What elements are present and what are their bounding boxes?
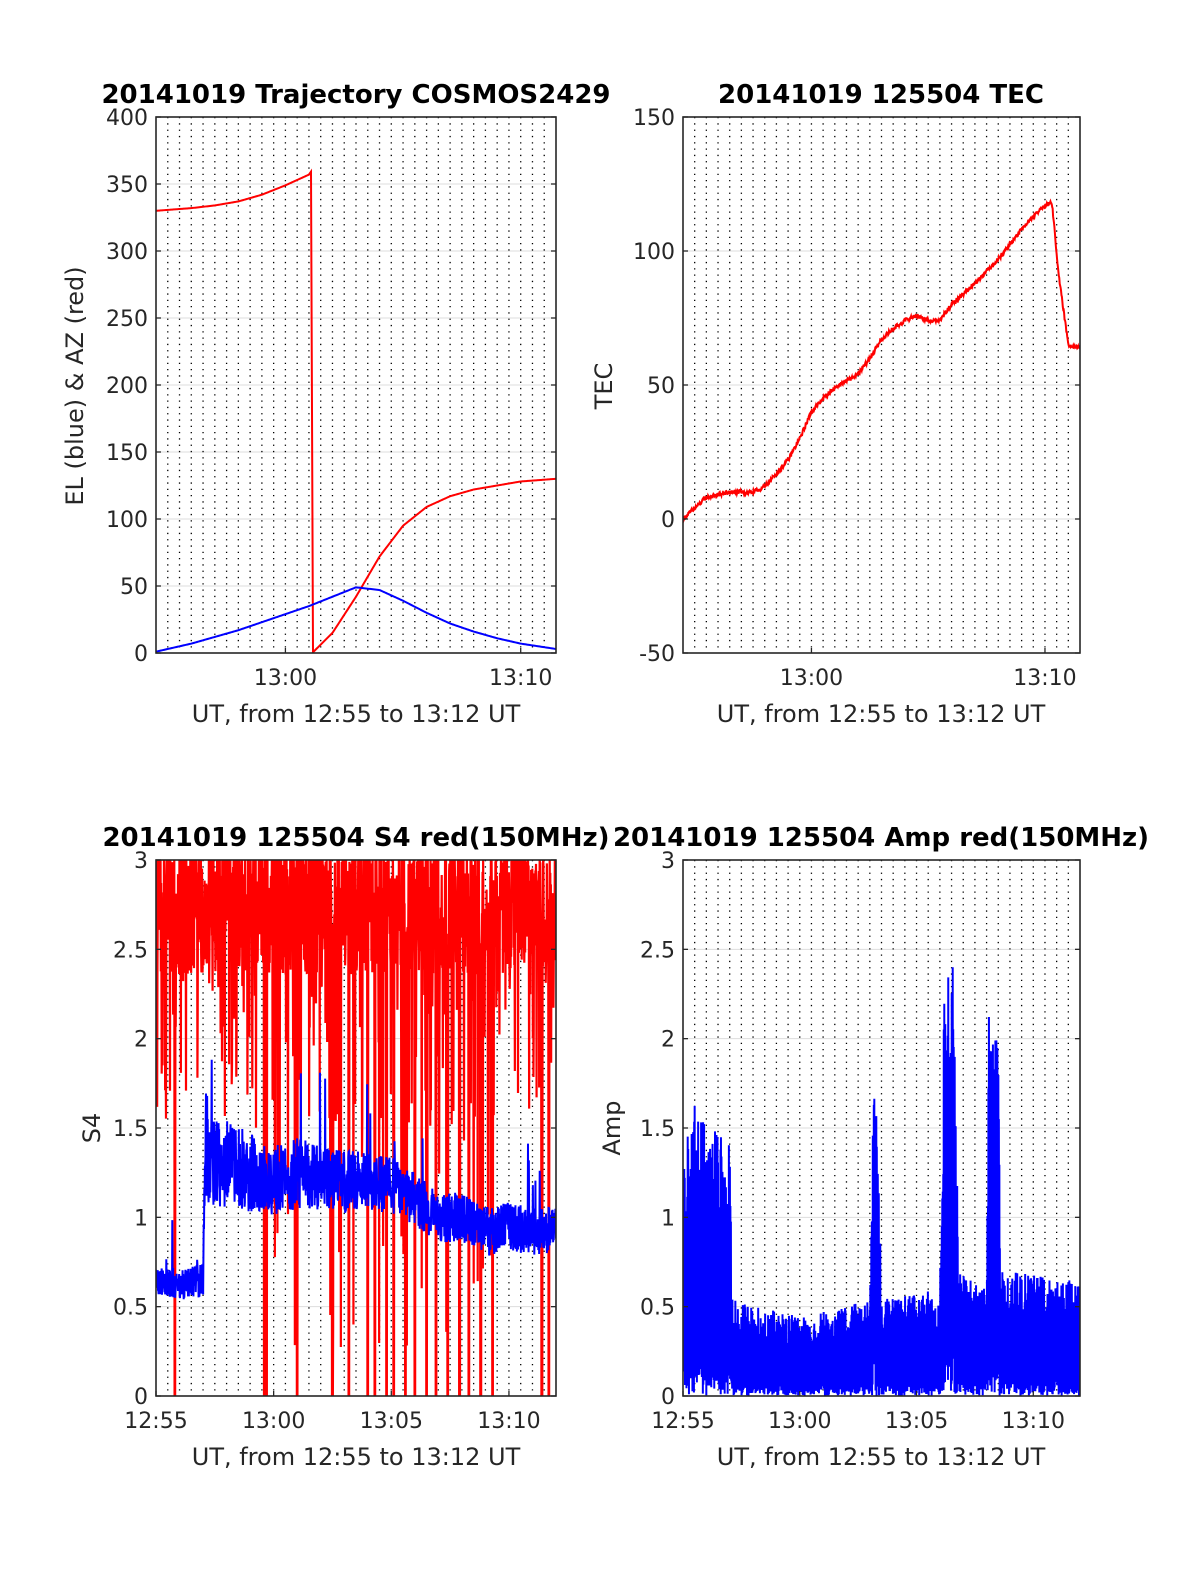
s4-title: 20141019 125504 S4 red(150MHz) <box>102 823 609 853</box>
y-tick-label: 1.5 <box>640 1117 675 1142</box>
tec-title: 20141019 125504 TEC <box>718 80 1044 110</box>
x-tick-label: 13:00 <box>768 1409 831 1434</box>
amp-panel: 20141019 125504 Amp red(150MHz) UT, from… <box>598 823 1149 1471</box>
tec-panel: 20141019 125504 TEC UT, from 12:55 to 13… <box>590 80 1081 728</box>
tec-x-label: UT, from 12:55 to 13:12 UT <box>717 700 1046 728</box>
y-tick-label: 50 <box>120 575 148 600</box>
y-tick-label: 150 <box>633 106 675 131</box>
y-tick-label: 2 <box>661 1028 675 1053</box>
y-tick-label: 3 <box>134 849 148 874</box>
series-group <box>156 168 556 653</box>
amp-y-label: Amp <box>598 1100 626 1155</box>
s4-panel: 20141019 125504 S4 red(150MHz) UT, from … <box>78 823 610 1471</box>
y-tick-label: 1.5 <box>113 1117 148 1142</box>
trajectory-panel: 20141019 Trajectory COSMOS2429 UT, from … <box>61 80 611 728</box>
x-tick-label: 13:10 <box>1013 666 1076 691</box>
y-tick-label: 1 <box>661 1206 675 1231</box>
y-tick-label: 250 <box>106 307 148 332</box>
y-tick-label: 50 <box>647 374 675 399</box>
y-tick-label: 2.5 <box>113 938 148 963</box>
amp-x-label: UT, from 12:55 to 13:12 UT <box>717 1443 1046 1471</box>
y-tick-label: 350 <box>106 173 148 198</box>
y-tick-label: 300 <box>106 240 148 265</box>
x-tick-label: 13:05 <box>885 1409 948 1434</box>
s4-y-label: S4 <box>78 1113 106 1144</box>
y-tick-label: 0.5 <box>640 1296 675 1321</box>
series-line-1 <box>156 1059 556 1300</box>
series-line-0 <box>156 168 556 653</box>
y-tick-label: 2.5 <box>640 938 675 963</box>
y-tick-label: 0.5 <box>113 1296 148 1321</box>
trajectory-title: 20141019 Trajectory COSMOS2429 <box>101 80 610 110</box>
y-tick-label: 100 <box>633 240 675 265</box>
x-tick-label: 12:55 <box>651 1409 714 1434</box>
amp-title: 20141019 125504 Amp red(150MHz) <box>613 823 1149 853</box>
tec-y-label: TEC <box>590 363 618 411</box>
s4-x-label: UT, from 12:55 to 13:12 UT <box>192 1443 521 1471</box>
y-tick-label: 2 <box>134 1028 148 1053</box>
y-tick-label: 400 <box>106 106 148 131</box>
series-line-0 <box>683 967 1080 1396</box>
y-tick-label: 3 <box>661 849 675 874</box>
y-tick-label: 150 <box>106 441 148 466</box>
x-tick-label: 13:00 <box>242 1409 305 1434</box>
y-tick-label: 0 <box>134 642 148 667</box>
y-tick-label: 200 <box>106 374 148 399</box>
x-tick-label: 13:10 <box>489 666 552 691</box>
x-tick-label: 13:05 <box>360 1409 423 1434</box>
x-tick-label: 13:10 <box>477 1409 540 1434</box>
series-line-0 <box>156 860 556 1396</box>
series-line-0 <box>683 198 1080 525</box>
series-group <box>683 967 1080 1396</box>
y-tick-label: 0 <box>134 1385 148 1410</box>
y-tick-label: -50 <box>639 642 675 667</box>
x-tick-label: 13:00 <box>254 666 317 691</box>
y-tick-label: 1 <box>134 1206 148 1231</box>
series-group <box>156 860 556 1396</box>
series-group <box>683 198 1080 525</box>
y-tick-label: 0 <box>661 1385 675 1410</box>
trajectory-y-label: EL (blue) & AZ (red) <box>61 266 89 505</box>
y-tick-label: 0 <box>661 508 675 533</box>
x-tick-label: 13:00 <box>780 666 843 691</box>
series-line-1 <box>156 586 556 653</box>
y-tick-label: 100 <box>106 508 148 533</box>
x-tick-label: 12:55 <box>124 1409 187 1434</box>
trajectory-x-label: UT, from 12:55 to 13:12 UT <box>192 700 521 728</box>
x-tick-label: 13:10 <box>1002 1409 1065 1434</box>
